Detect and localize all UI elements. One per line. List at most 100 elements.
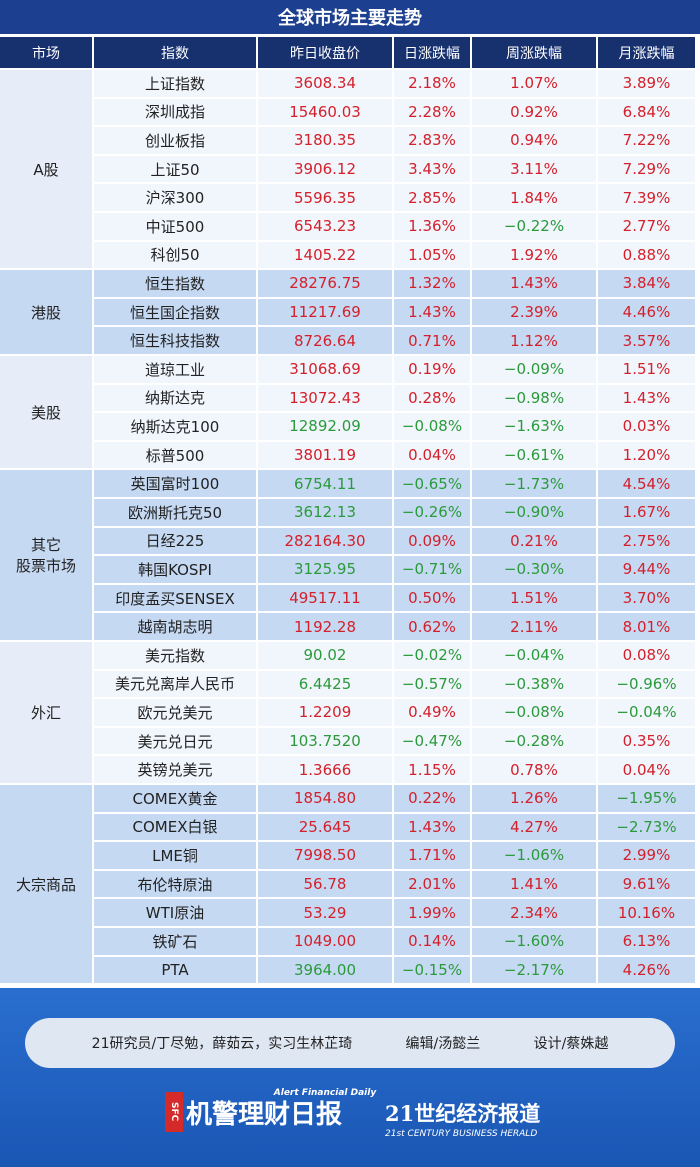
value-cell: 11217.69 [258, 298, 392, 326]
index-name: 纳斯达克100 [94, 413, 256, 440]
value-cell: 13072.43 [258, 384, 392, 412]
index-name: 美元兑离岸人民币 [94, 670, 256, 698]
value-cell: 31068.69 [258, 356, 392, 383]
index-name: 印度孟买SENSEX [94, 584, 256, 612]
value-cell: 1.3666 [258, 756, 392, 783]
value-cell: 6754.11 [258, 470, 392, 497]
logo-name: 21世纪经济报道 [385, 1101, 541, 1126]
value-cell: 0.88% [598, 241, 695, 269]
header-cell: 昨日收盘价 [258, 37, 392, 68]
value-cell: 7.29% [598, 155, 695, 183]
index-name: 沪深300 [94, 184, 256, 211]
value-cell: 1.92% [472, 241, 596, 269]
value-cell: 1854.80 [258, 785, 392, 812]
value-cell: 1192.28 [258, 613, 392, 640]
value-cell: 7.39% [598, 184, 695, 211]
header-cell: 月涨跌幅 [598, 37, 695, 68]
index-name: 中证500 [94, 213, 256, 240]
value-cell: 2.34% [472, 899, 596, 926]
value-cell: 4.26% [598, 956, 695, 984]
index-name: 纳斯达克 [94, 384, 256, 412]
value-cell: 1.71% [394, 842, 470, 869]
value-cell: −0.98% [472, 384, 596, 412]
value-cell: 7998.50 [258, 842, 392, 869]
value-cell: −2.17% [472, 956, 596, 984]
value-cell: 1.36% [394, 213, 470, 240]
index-name: COMEX黄金 [94, 785, 256, 812]
credit: 21研究员/丁尽勉，薛茹云，实习生林芷琦 [91, 1036, 353, 1052]
value-cell: 1.43% [472, 270, 596, 297]
value-cell: 25.645 [258, 813, 392, 841]
value-cell: 0.28% [394, 384, 470, 412]
logo-name: 机警理财日报 [186, 1099, 343, 1130]
value-cell: 4.46% [598, 298, 695, 326]
value-cell: 2.75% [598, 527, 695, 555]
value-cell: 0.92% [472, 98, 596, 126]
value-cell: 6543.23 [258, 213, 392, 240]
value-cell: −0.22% [472, 213, 596, 240]
value-cell: −0.65% [394, 470, 470, 497]
value-cell: 1.20% [598, 441, 695, 469]
value-cell: 3906.12 [258, 155, 392, 183]
credits: 21研究员/丁尽勉，薛茹云，实习生林芷琦 编辑/汤懿兰 设计/蔡姝越 [25, 1018, 675, 1068]
value-cell: 7.22% [598, 127, 695, 154]
title: 全球市场主要走势 [0, 0, 700, 34]
index-name: 恒生国企指数 [94, 298, 256, 326]
value-cell: 282164.30 [258, 527, 392, 555]
index-name: WTI原油 [94, 899, 256, 926]
credit: 设计/蔡姝越 [533, 1036, 609, 1052]
value-cell: 4.54% [598, 470, 695, 497]
value-cell: 90.02 [258, 642, 392, 669]
value-cell: 49517.11 [258, 584, 392, 612]
value-cell: 3.84% [598, 270, 695, 297]
index-name: 铁矿石 [94, 928, 256, 955]
index-name: 科创50 [94, 241, 256, 269]
index-name: 日经225 [94, 527, 256, 555]
value-cell: 0.94% [472, 127, 596, 154]
value-cell: −2.73% [598, 813, 695, 841]
index-name: 欧洲斯托克50 [94, 499, 256, 526]
value-cell: 2.01% [394, 870, 470, 898]
value-cell: 9.44% [598, 556, 695, 583]
value-cell: 8726.64 [258, 327, 392, 354]
value-cell: 0.71% [394, 327, 470, 354]
value-cell: 6.4425 [258, 670, 392, 698]
value-cell: 2.11% [472, 613, 596, 640]
value-cell: −0.90% [472, 499, 596, 526]
logo-tagline: 21st CENTURY BUSINESS HERALD [385, 1129, 538, 1139]
value-cell: 1.43% [394, 813, 470, 841]
index-name: 欧元兑美元 [94, 699, 256, 726]
value-cell: −0.57% [394, 670, 470, 698]
value-cell: 1.12% [472, 327, 596, 354]
value-cell: 3612.13 [258, 499, 392, 526]
value-cell: 1.51% [472, 584, 596, 612]
value-cell: −0.08% [472, 699, 596, 726]
market-cell: A股 [0, 70, 92, 269]
value-cell: −0.30% [472, 556, 596, 583]
index-name: 创业板指 [94, 127, 256, 154]
value-cell: 8.01% [598, 613, 695, 640]
value-cell: 1.15% [394, 756, 470, 783]
value-cell: −0.26% [394, 499, 470, 526]
index-name: COMEX白银 [94, 813, 256, 841]
market-cell: 港股 [0, 270, 92, 354]
value-cell: 12892.09 [258, 413, 392, 440]
index-name: 上证指数 [94, 70, 256, 97]
value-cell: 0.62% [394, 613, 470, 640]
value-cell: 1.84% [472, 184, 596, 211]
logo-badge: SFC [165, 1092, 183, 1132]
value-cell: 2.99% [598, 842, 695, 869]
value-cell: 3.70% [598, 584, 695, 612]
value-cell: 3801.19 [258, 441, 392, 469]
value-cell: 10.16% [598, 899, 695, 926]
index-name: 英镑兑美元 [94, 756, 256, 783]
value-cell: 2.18% [394, 70, 470, 97]
index-name: 韩国KOSPI [94, 556, 256, 583]
value-cell: 1.32% [394, 270, 470, 297]
value-cell: −0.38% [472, 670, 596, 698]
index-name: 恒生科技指数 [94, 327, 256, 354]
value-cell: 0.50% [394, 584, 470, 612]
value-cell: −1.95% [598, 785, 695, 812]
value-cell: 0.14% [394, 928, 470, 955]
index-name: 英国富时100 [94, 470, 256, 497]
